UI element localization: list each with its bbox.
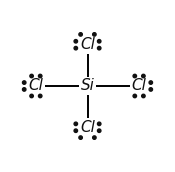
Circle shape	[74, 122, 78, 126]
Circle shape	[97, 129, 101, 132]
Circle shape	[74, 129, 78, 132]
Circle shape	[93, 33, 96, 36]
Circle shape	[38, 94, 42, 98]
Circle shape	[142, 74, 145, 78]
Circle shape	[97, 46, 101, 50]
Circle shape	[97, 122, 101, 126]
Text: Si: Si	[80, 78, 94, 94]
Text: Cl: Cl	[80, 120, 95, 135]
Circle shape	[30, 74, 33, 78]
Circle shape	[38, 74, 42, 78]
Circle shape	[22, 81, 26, 84]
Circle shape	[74, 40, 78, 43]
Circle shape	[142, 94, 145, 98]
Circle shape	[79, 33, 82, 36]
Text: Cl: Cl	[29, 78, 43, 94]
Circle shape	[93, 136, 96, 139]
Circle shape	[79, 136, 82, 139]
Circle shape	[22, 88, 26, 91]
Text: Cl: Cl	[132, 78, 146, 94]
Circle shape	[133, 94, 136, 98]
Text: Cl: Cl	[80, 37, 95, 52]
Circle shape	[133, 74, 136, 78]
Circle shape	[30, 94, 33, 98]
Circle shape	[149, 81, 153, 84]
Circle shape	[97, 40, 101, 43]
Circle shape	[149, 88, 153, 91]
Circle shape	[74, 46, 78, 50]
